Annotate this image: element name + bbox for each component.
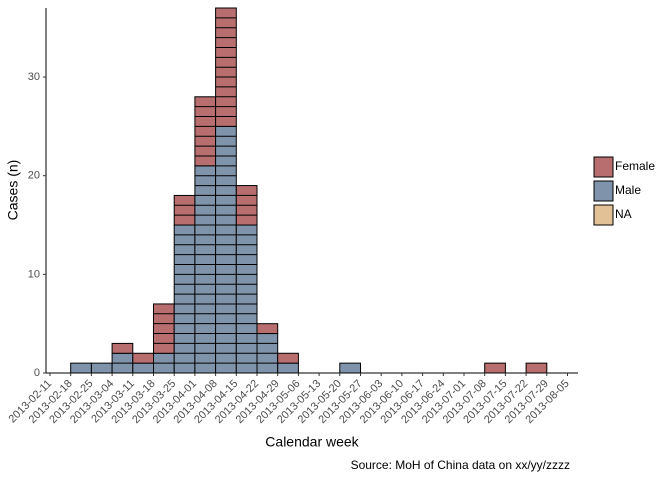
bar-segment [277, 362, 299, 374]
legend-key [593, 180, 614, 202]
y-tick-label: 10 [28, 268, 40, 280]
y-tick-label: 0 [34, 367, 40, 379]
bar-segment [339, 362, 361, 374]
y-tick-label: 30 [28, 71, 40, 83]
bar-segment [173, 194, 196, 226]
bar-segment [132, 362, 155, 374]
bar-segment [153, 303, 175, 354]
caption: Source: MoH of China data on xx/yy/zzzz [351, 458, 570, 472]
y-tick-label: 20 [28, 170, 40, 182]
legend-label: NA [615, 207, 632, 221]
bar-segment [70, 362, 92, 374]
bar-segment [111, 342, 134, 354]
legend-label: Female [615, 159, 655, 173]
bar-segment [277, 352, 299, 364]
bar-segment [194, 165, 217, 374]
legend-label: Male [615, 183, 641, 197]
legend-key [593, 204, 614, 226]
bar-segment [525, 362, 548, 374]
bar-segment [90, 362, 113, 374]
bar-segment [215, 125, 237, 374]
bar-segment [173, 224, 196, 374]
bar-segment [484, 362, 506, 374]
y-axis-title: Cases (n) [5, 160, 21, 221]
bar-segment [235, 224, 258, 374]
legend-key [593, 156, 614, 178]
bar-segment [132, 352, 155, 364]
bar-segment [256, 323, 279, 335]
x-axis-title: Calendar week [265, 434, 359, 450]
